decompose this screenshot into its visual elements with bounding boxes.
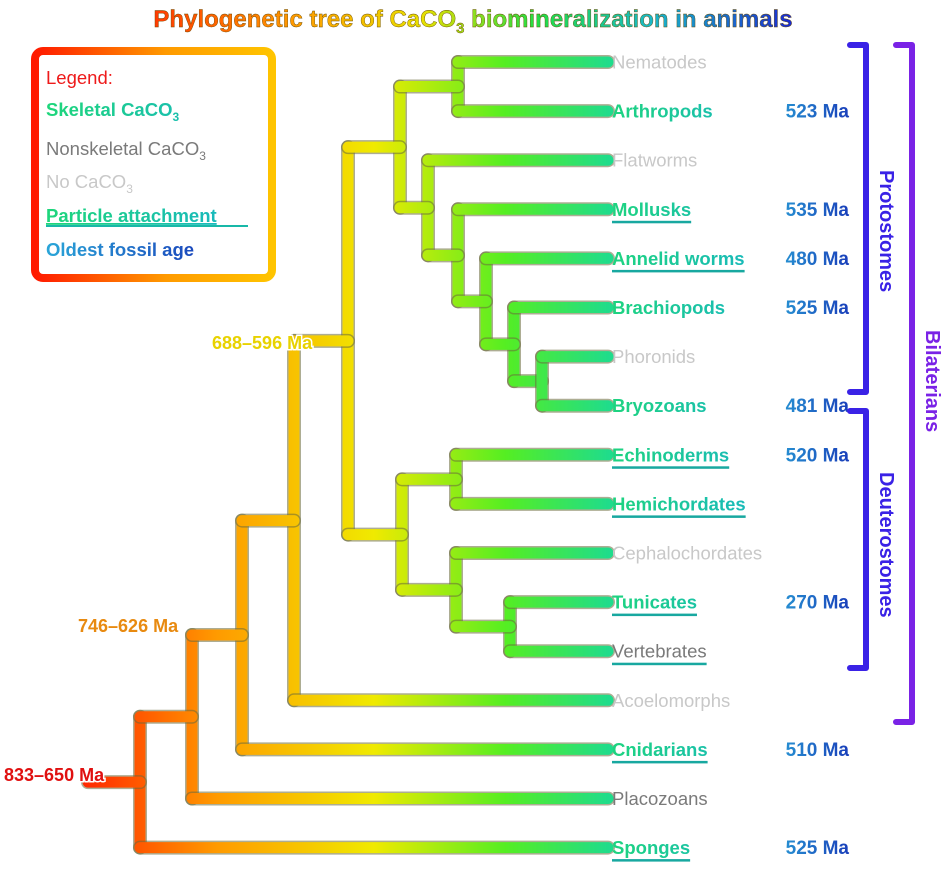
taxon-echinoderms: Echinoderms 520 Ma: [612, 444, 849, 469]
particle-attachment-underline: [612, 515, 746, 518]
legend-particle-attachment: Particle attachment: [46, 205, 217, 226]
fossil-age: 480 Ma: [786, 249, 850, 270]
taxon-name: Mollusks: [612, 199, 691, 220]
particle-attachment-underline: [612, 220, 692, 224]
taxon-brachiopods: Brachiopods 525 Ma: [612, 297, 849, 319]
tree-branches: [81, 55, 615, 855]
taxon-name: Brachiopods: [612, 297, 725, 318]
protostomes-label: Protostomes: [875, 170, 897, 292]
particle-attachment-underline: [612, 466, 730, 469]
legend: Legend: Skeletal CaCO3 Nonskeletal CaCO3…: [31, 47, 276, 282]
deuterostomes-label: Deuterostomes: [875, 472, 897, 618]
particle-attachment-underline: [612, 760, 708, 764]
fossil-age: 520 Ma: [786, 445, 850, 466]
taxon-arthropods: Arthropods 523 Ma: [612, 101, 849, 123]
fossil-age: 535 Ma: [786, 200, 850, 221]
fossil-age: 510 Ma: [786, 740, 850, 761]
protostomes-bracket: Protostomes: [847, 42, 897, 395]
taxon-name: Annelid worms: [612, 248, 745, 269]
taxon-annelid-worms: Annelid worms 480 Ma: [612, 248, 849, 273]
taxon-name: Acoelomorphs: [612, 690, 730, 711]
legend-nonskeletal: Nonskeletal CaCO3: [46, 138, 206, 163]
taxon-bryozoans: Bryozoans 481 Ma: [612, 395, 849, 417]
taxon-cnidarians: Cnidarians 510 Ma: [612, 739, 849, 764]
taxon-name: Bryozoans: [612, 395, 707, 416]
taxon-mollusks: Mollusks 535 Ma: [612, 199, 849, 224]
taxon-name: Phoronids: [612, 346, 695, 367]
diagram-title: Phylogenetic tree of CaCO3 biomineraliza…: [153, 6, 792, 37]
taxon-hemichordates: Hemichordates: [612, 493, 746, 518]
taxon-nematodes: Nematodes: [612, 52, 707, 73]
taxon-name: Arthropods: [612, 101, 713, 122]
fossil-age: 270 Ma: [786, 593, 850, 614]
bilaterians-bracket: Bilaterians: [893, 42, 943, 725]
particle-attachment-underline: [612, 269, 745, 273]
taxon-acoelomorphs: Acoelomorphs: [612, 690, 730, 711]
bilaterians-label: Bilaterians: [921, 330, 943, 432]
taxon-name: Echinoderms: [612, 444, 729, 465]
taxon-name: Tunicates: [612, 592, 697, 613]
taxon-phoronids: Phoronids: [612, 346, 695, 367]
legend-no-caco3: No CaCO3: [46, 171, 133, 196]
taxon-name: Vertebrates: [612, 641, 707, 662]
deuterostomes-bracket: Deuterostomes: [847, 408, 897, 671]
fossil-age: 525 Ma: [786, 838, 850, 859]
legend-frame: [31, 47, 276, 282]
taxon-flatworms: Flatworms: [612, 150, 697, 171]
taxon-name: Hemichordates: [612, 493, 746, 514]
taxon-tunicates: Tunicates 270 Ma: [612, 592, 849, 617]
taxon-name: Placozoans: [612, 788, 708, 809]
legend-oldest-fossil-age: Oldest fossil age: [46, 239, 194, 260]
taxon-name: Cnidarians: [612, 739, 708, 760]
taxon-name: Sponges: [612, 837, 690, 858]
taxon-cephalochordates: Cephalochordates: [612, 543, 762, 564]
fossil-age: 525 Ma: [786, 298, 850, 319]
taxon-name: Flatworms: [612, 150, 697, 171]
particle-attachment-underline: [612, 613, 697, 617]
taxon-name: Nematodes: [612, 52, 707, 73]
node-age-mid: 746–626 Ma: [78, 616, 179, 636]
taxon-vertebrates: Vertebrates: [612, 641, 707, 666]
node-age-root: 833–650 Ma: [4, 765, 105, 785]
taxon-placozoans: Placozoans: [612, 788, 708, 809]
legend-skeletal: Skeletal CaCO3: [46, 99, 179, 124]
taxa-list: Nematodes Arthropods 523 Ma Flatworms Mollus…: [612, 52, 849, 862]
fossil-age: 523 Ma: [786, 102, 850, 123]
fossil-age: 481 Ma: [786, 396, 850, 417]
node-age-bilaterian: 688–596 Ma: [212, 333, 313, 353]
particle-attachment-underline: [612, 859, 691, 862]
particle-attachment-underline: [612, 662, 707, 666]
legend-heading: Legend:: [46, 67, 113, 88]
taxon-sponges: Sponges 525 Ma: [612, 837, 849, 862]
taxon-name: Cephalochordates: [612, 543, 762, 564]
